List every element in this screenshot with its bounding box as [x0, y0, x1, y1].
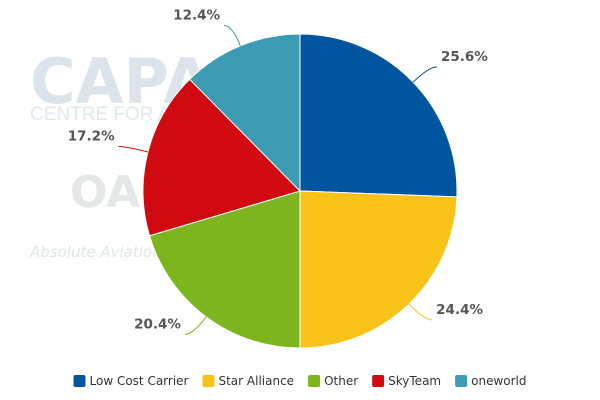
legend-label: Low Cost Carrier: [90, 374, 189, 388]
pie-slice-skyteam: [142, 78, 301, 237]
leader-lines: [118, 24, 437, 335]
data-label-low-cost-carrier: 25.6%: [441, 49, 488, 65]
leader-line-oneworld: [223, 24, 241, 46]
legend: Low Cost Carrier Star Alliance Other SkyTea…: [73, 374, 526, 388]
legend-item-skyteam[interactable]: SkyTeam: [372, 374, 441, 388]
legend-swatch: [202, 375, 215, 387]
pie-slices: [142, 33, 458, 349]
data-label-skyteam: 17.2%: [68, 128, 115, 144]
leader-line-star-alliance: [408, 303, 433, 321]
pie-slice-star-alliance: [299, 190, 458, 349]
legend-swatch: [372, 375, 385, 387]
legend-item-oneworld[interactable]: oneworld: [455, 374, 526, 388]
legend-label: SkyTeam: [388, 374, 441, 388]
legend-swatch: [308, 375, 321, 387]
legend-swatch: [73, 375, 86, 387]
data-label-oneworld: 12.4%: [173, 7, 220, 23]
data-label-star-alliance: 24.4%: [436, 302, 483, 318]
pie-slice-other: [148, 190, 301, 349]
legend-swatch: [455, 375, 468, 387]
watermark-partner-tagline: Absolute Aviation: [29, 243, 162, 261]
leader-line-other: [184, 316, 207, 335]
leader-line-skyteam: [118, 145, 149, 153]
legend-label: Other: [324, 374, 358, 388]
data-labels: 25.6% 24.4% 20.4% 17.2% 12.4%: [68, 7, 488, 332]
legend-item-other[interactable]: Other: [308, 374, 358, 388]
pie-slice-low-cost-carrier: [299, 33, 458, 198]
legend-label: oneworld: [471, 374, 526, 388]
legend-item-low-cost-carrier[interactable]: Low Cost Carrier: [73, 374, 189, 388]
leader-line-low-cost-carrier: [412, 66, 437, 83]
data-label-other: 20.4%: [134, 316, 181, 332]
pie-slice-oneworld: [188, 33, 301, 193]
legend-item-star-alliance[interactable]: Star Alliance: [202, 374, 294, 388]
legend-label: Star Alliance: [218, 374, 294, 388]
